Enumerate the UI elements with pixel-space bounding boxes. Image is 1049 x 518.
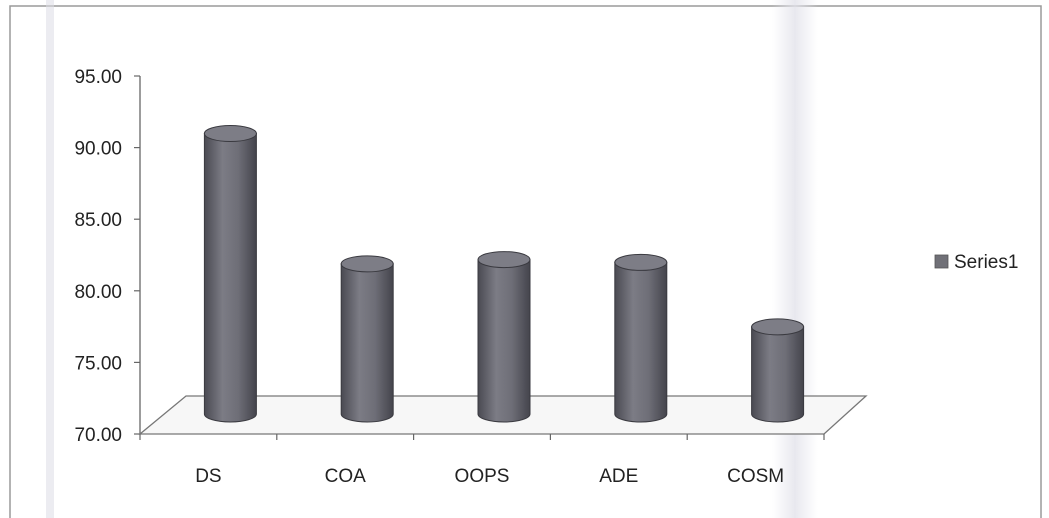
y-tick-label: 75.00	[74, 353, 122, 374]
x-tick-label: COA	[325, 466, 367, 487]
bar-top	[614, 253, 668, 271]
x-ticks	[139, 434, 825, 440]
bar-top	[203, 125, 257, 143]
bar-body	[340, 263, 394, 423]
bars	[203, 125, 805, 423]
y-ticks: 70.00 75.00 80.00 85.00 90.00 95.00	[74, 67, 140, 446]
bar-body	[477, 259, 531, 423]
legend-label: Series1	[954, 252, 1018, 273]
bar-body	[751, 326, 805, 423]
y-tick-label: 95.00	[74, 67, 122, 88]
x-tick-label: COSM	[727, 466, 784, 487]
legend-swatch	[934, 254, 949, 269]
bar-top	[340, 255, 394, 273]
chart-border	[9, 5, 1042, 518]
category-labels: DS COA OOPS ADE COSM	[195, 466, 784, 487]
bar-body	[614, 261, 668, 423]
bar-top	[477, 251, 531, 269]
scan-artifact	[772, 0, 818, 518]
scan-artifact	[46, 0, 54, 518]
x-tick-label: ADE	[599, 466, 638, 487]
bar-top	[751, 318, 805, 336]
bar-body	[203, 133, 257, 423]
y-tick-label: 85.00	[74, 210, 122, 231]
x-tick-label: DS	[195, 466, 221, 487]
y-tick-label: 80.00	[74, 282, 122, 303]
y-tick-label: 70.00	[74, 425, 122, 446]
x-tick-label: OOPS	[455, 466, 510, 487]
legend: Series1	[934, 252, 1018, 273]
y-tick-label: 90.00	[74, 139, 122, 160]
